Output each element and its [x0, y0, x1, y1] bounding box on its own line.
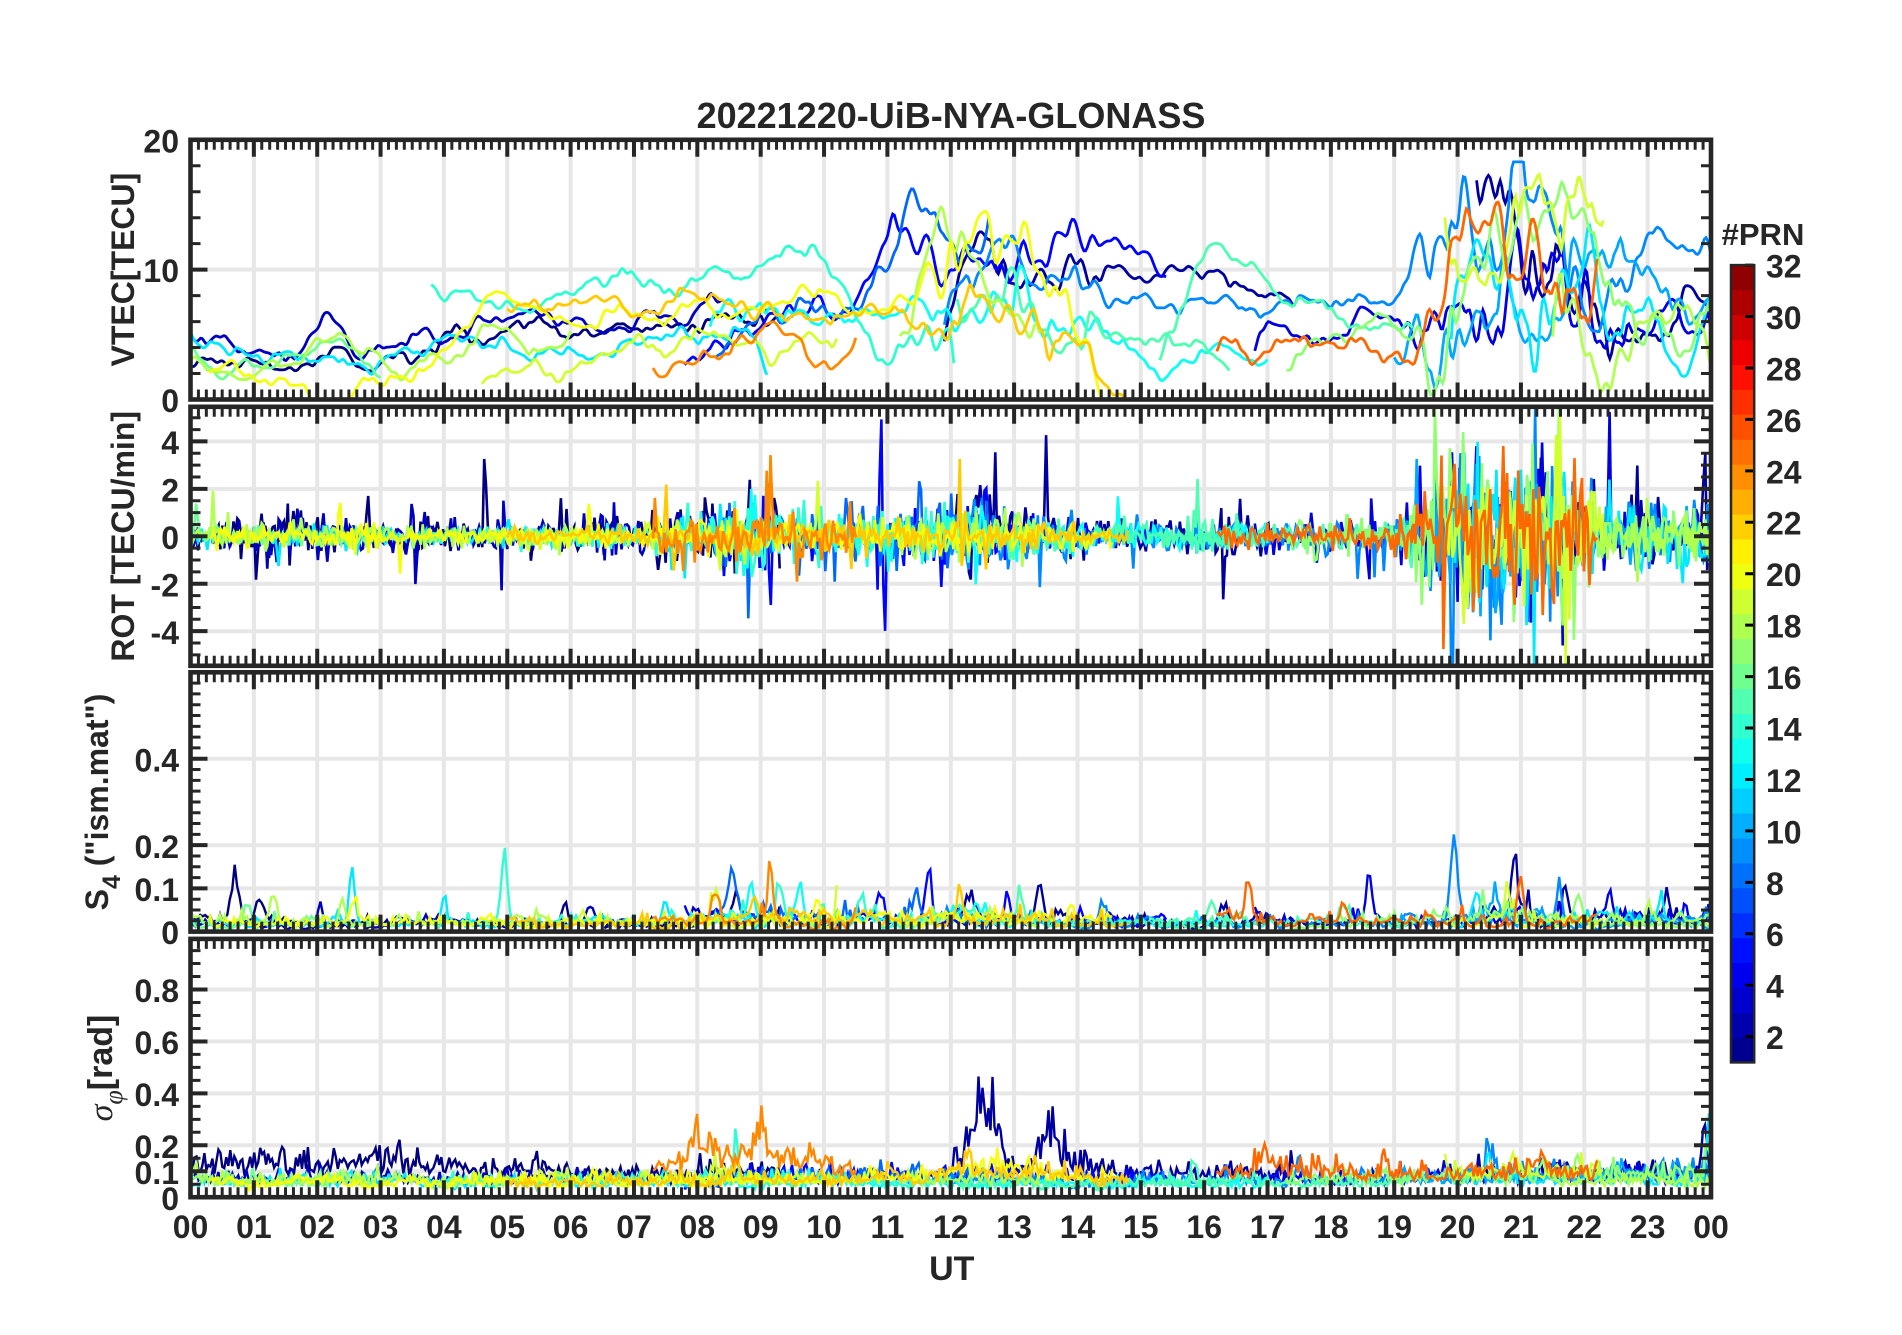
svg-text:2: 2 [1766, 1020, 1784, 1056]
svg-text:0.1: 0.1 [135, 1155, 179, 1191]
svg-text:14: 14 [1060, 1209, 1096, 1245]
svg-text:23: 23 [1630, 1209, 1666, 1245]
svg-text:0.8: 0.8 [135, 973, 179, 1009]
svg-text:UT: UT [929, 1250, 975, 1288]
svg-text:22: 22 [1766, 506, 1802, 542]
svg-text:4: 4 [161, 425, 179, 461]
svg-text:0: 0 [161, 520, 179, 556]
svg-text:10: 10 [143, 253, 179, 289]
svg-text:20: 20 [143, 123, 179, 159]
svg-text:10: 10 [806, 1209, 842, 1245]
svg-text:05: 05 [490, 1209, 526, 1245]
svg-text:22: 22 [1567, 1209, 1603, 1245]
svg-text:16: 16 [1766, 660, 1802, 696]
svg-text:04: 04 [426, 1209, 462, 1245]
svg-text:32: 32 [1766, 249, 1802, 285]
svg-text:08: 08 [680, 1209, 716, 1245]
svg-text:-2: -2 [151, 567, 179, 603]
svg-text:13: 13 [996, 1209, 1032, 1245]
svg-text:12: 12 [1766, 763, 1802, 799]
svg-text:02: 02 [299, 1209, 335, 1245]
svg-text:20: 20 [1766, 557, 1802, 593]
svg-text:20: 20 [1440, 1209, 1476, 1245]
svg-text:0: 0 [161, 383, 179, 419]
svg-text:26: 26 [1766, 403, 1802, 439]
svg-text:18: 18 [1766, 609, 1802, 645]
svg-text:0.6: 0.6 [135, 1025, 179, 1061]
svg-text:00: 00 [1693, 1209, 1729, 1245]
svg-text:0.1: 0.1 [135, 872, 179, 908]
svg-text:00: 00 [173, 1209, 209, 1245]
svg-text:16: 16 [1186, 1209, 1222, 1245]
svg-text:8: 8 [1766, 866, 1784, 902]
svg-text:10: 10 [1766, 814, 1802, 850]
svg-text:15: 15 [1123, 1209, 1159, 1245]
svg-text:0: 0 [161, 915, 179, 951]
svg-text:0.4: 0.4 [135, 742, 180, 778]
svg-text:19: 19 [1376, 1209, 1412, 1245]
svg-text:30: 30 [1766, 300, 1802, 336]
svg-text:21: 21 [1503, 1209, 1539, 1245]
svg-text:4: 4 [1766, 969, 1784, 1005]
svg-text:09: 09 [743, 1209, 779, 1245]
svg-text:14: 14 [1766, 711, 1802, 747]
svg-text:17: 17 [1250, 1209, 1286, 1245]
svg-text:20221220-UiB-NYA-GLONASS: 20221220-UiB-NYA-GLONASS [697, 95, 1206, 136]
svg-text:03: 03 [363, 1209, 399, 1245]
svg-text:0.2: 0.2 [135, 829, 179, 865]
svg-text:0: 0 [161, 1181, 179, 1217]
svg-text:ROT [TECU/min]: ROT [TECU/min] [105, 411, 141, 662]
svg-text:VTEC[TECU]: VTEC[TECU] [105, 173, 141, 367]
svg-text:0.2: 0.2 [135, 1129, 179, 1165]
svg-text:#PRN: #PRN [1722, 217, 1805, 252]
svg-text:12: 12 [933, 1209, 969, 1245]
svg-text:28: 28 [1766, 351, 1802, 387]
svg-text:2: 2 [161, 473, 179, 509]
svg-text:11: 11 [870, 1209, 904, 1245]
svg-text:6: 6 [1766, 917, 1784, 953]
svg-text:01: 01 [236, 1209, 272, 1245]
svg-text:06: 06 [553, 1209, 589, 1245]
svg-text:07: 07 [616, 1209, 652, 1245]
svg-text:24: 24 [1766, 454, 1802, 490]
svg-text:18: 18 [1313, 1209, 1349, 1245]
svg-text:0.4: 0.4 [135, 1077, 180, 1113]
svg-text:-4: -4 [151, 615, 180, 651]
